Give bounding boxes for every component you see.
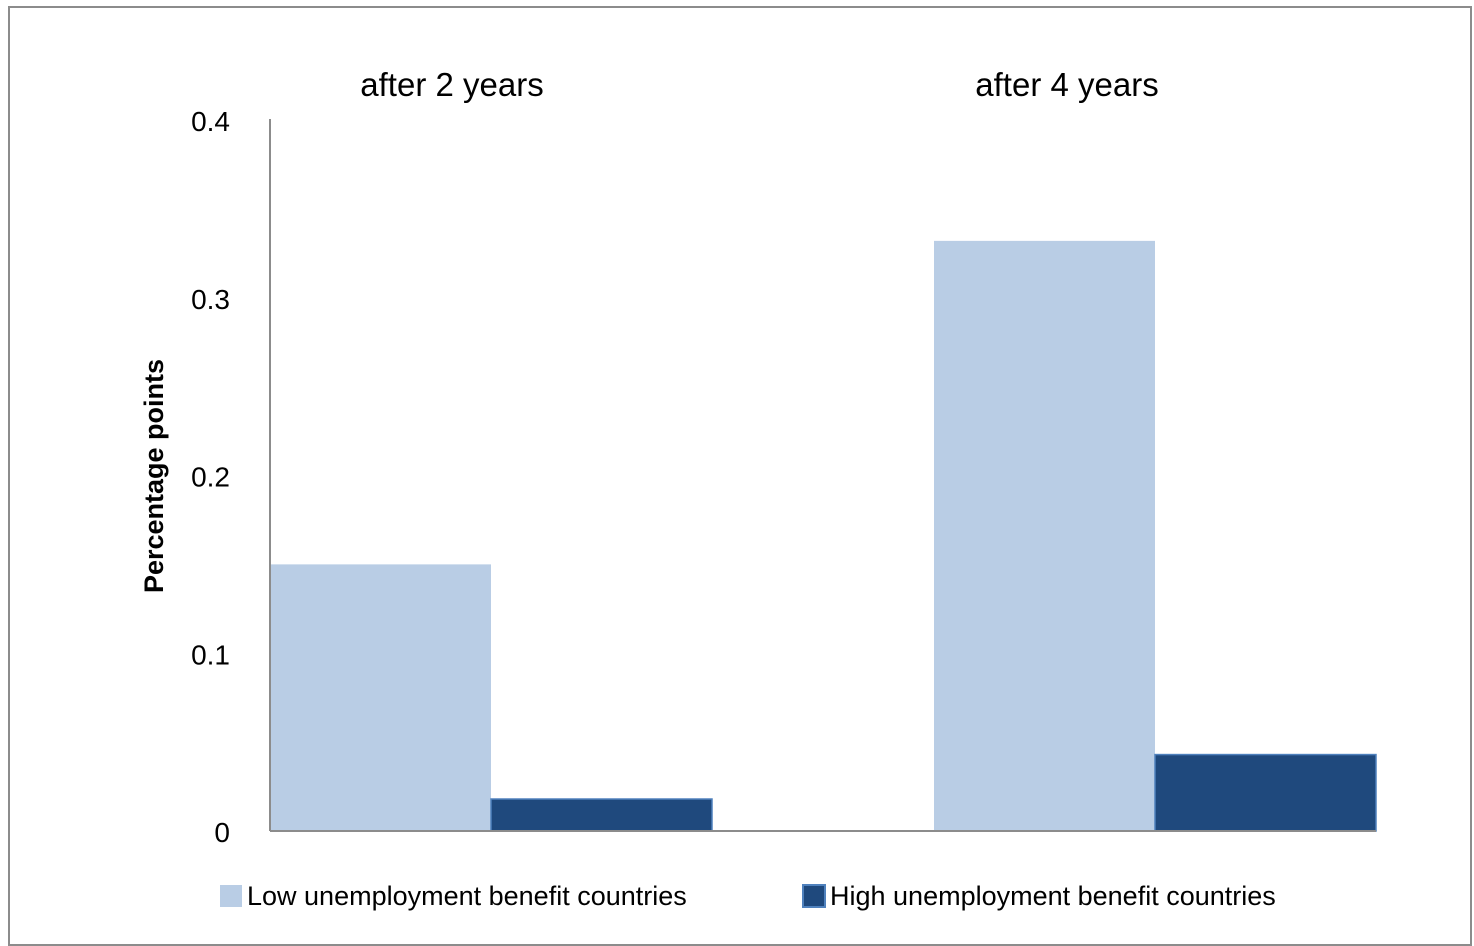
- legend-label: High unemployment benefit countries: [830, 881, 1276, 911]
- legend: Low unemployment benefit countries High u…: [220, 881, 1276, 911]
- y-tick-label: 0: [214, 817, 230, 848]
- y-axis-label: Percentage points: [139, 359, 169, 593]
- category-labels: after 2 years after 4 years: [360, 66, 1158, 103]
- legend-label: Low unemployment benefit countries: [247, 881, 687, 911]
- y-tick-label: 0.1: [191, 639, 230, 670]
- bar-low-1: [270, 564, 491, 831]
- bar-low-2: [934, 240, 1155, 831]
- y-tick-label: 0.4: [191, 106, 230, 137]
- bars-group: [270, 240, 1377, 832]
- legend-swatch: [220, 885, 242, 907]
- y-tick-label: 0.3: [191, 284, 230, 315]
- category-label: after 2 years: [360, 66, 543, 103]
- y-tick-label: 0.2: [191, 462, 230, 493]
- y-tick-labels: 0 0.1 0.2 0.3 0.4: [191, 106, 230, 848]
- bar-high-1: [490, 798, 713, 832]
- legend-swatch: [802, 884, 826, 908]
- bar-high-2: [1154, 753, 1377, 832]
- category-label: after 4 years: [975, 66, 1158, 103]
